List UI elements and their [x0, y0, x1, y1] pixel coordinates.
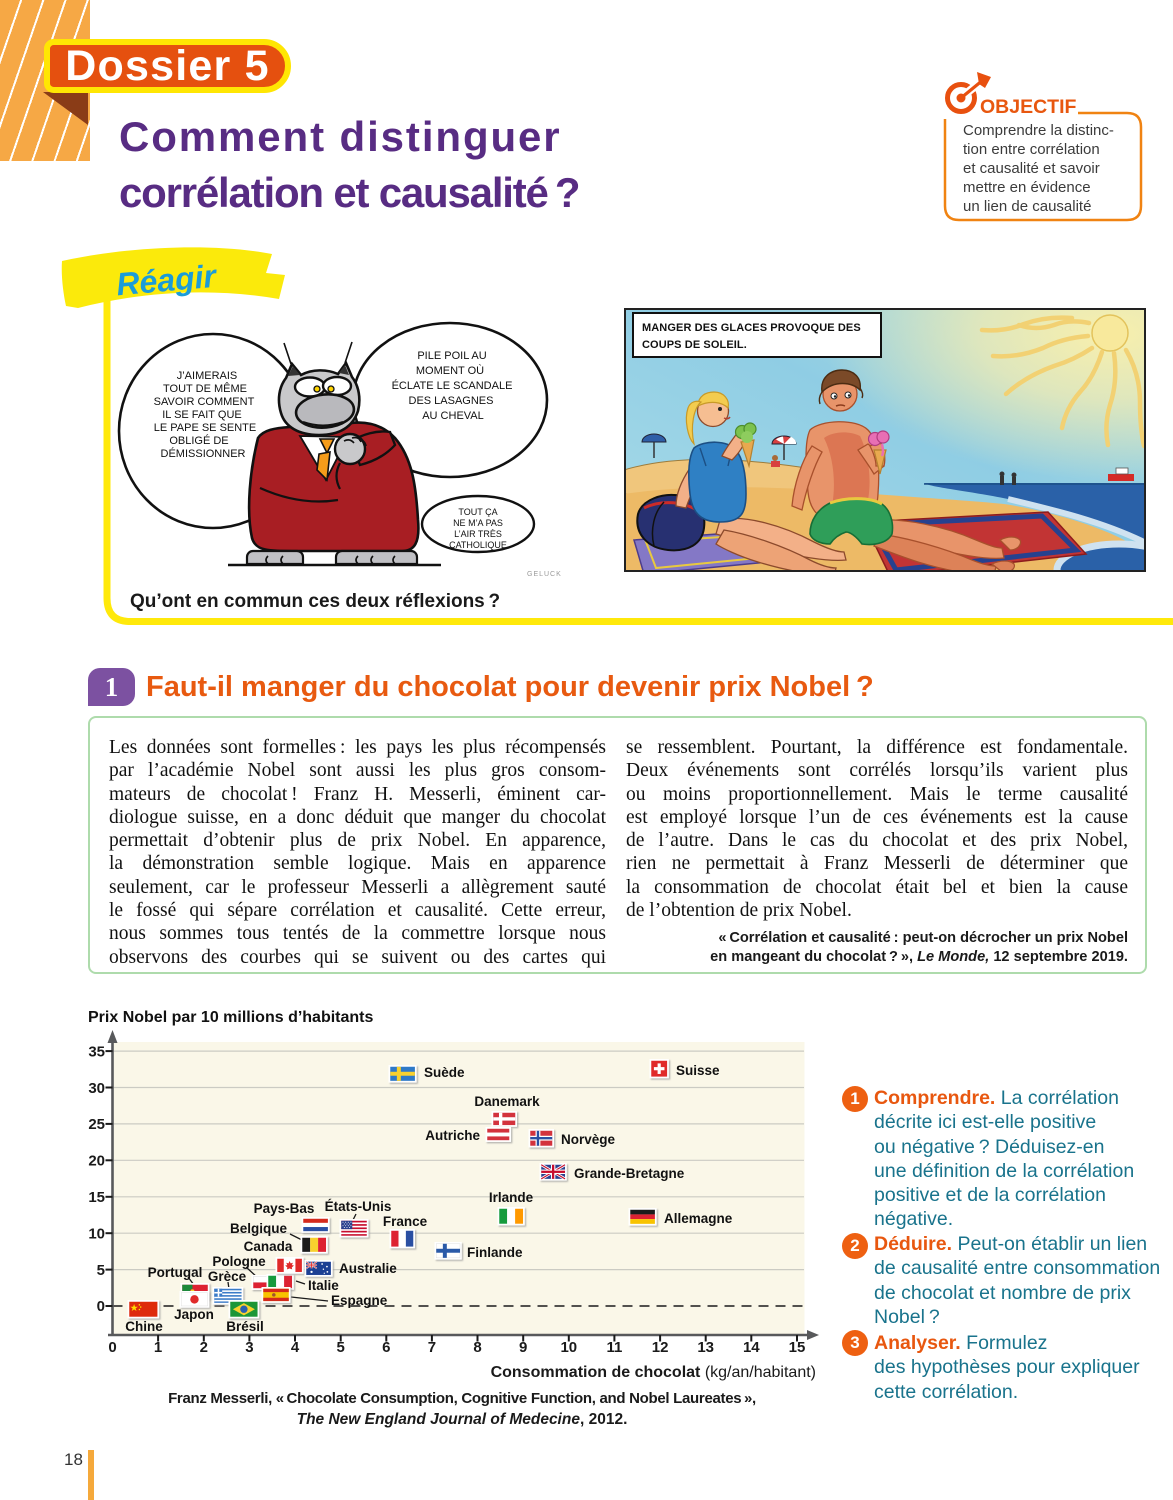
svg-text:France: France: [383, 1214, 428, 1229]
svg-text:COUPS DE SOLEIL.: COUPS DE SOLEIL.: [642, 339, 747, 351]
svg-text:Consommation de chocolat (kg/a: Consommation de chocolat (kg/an/habitant…: [491, 1364, 816, 1381]
svg-text:Grèce: Grèce: [208, 1269, 247, 1284]
svg-text:35: 35: [88, 1044, 105, 1061]
svg-text:11: 11: [606, 1339, 622, 1356]
svg-text:MANGER DES GLACES PROVOQUE DES: MANGER DES GLACES PROVOQUE DES: [642, 322, 861, 334]
svg-text:États-Unis: États-Unis: [325, 1199, 392, 1214]
svg-text:7: 7: [428, 1339, 436, 1356]
svg-text:9: 9: [519, 1339, 527, 1356]
svg-text:Canada: Canada: [244, 1239, 293, 1254]
svg-text:DES LASAGNES: DES LASAGNES: [409, 395, 494, 407]
svg-text:12: 12: [652, 1339, 669, 1356]
svg-text:0: 0: [97, 1298, 105, 1315]
svg-text:15: 15: [789, 1339, 806, 1356]
svg-text:15: 15: [88, 1189, 105, 1206]
svg-text:8: 8: [473, 1339, 481, 1356]
svg-text:4: 4: [291, 1339, 300, 1356]
svg-text:Franz Messerli, « Chocolate Co: Franz Messerli, « Chocolate Consumption,…: [168, 1390, 756, 1407]
svg-text:Italie: Italie: [308, 1278, 339, 1293]
svg-text:TOUT ÇA: TOUT ÇA: [458, 507, 497, 517]
svg-text:10: 10: [88, 1226, 105, 1243]
svg-text:Prix Nobel par 10 millions d’h: Prix Nobel par 10 millions d’habitants: [88, 1009, 374, 1026]
svg-text:25: 25: [88, 1116, 105, 1133]
svg-text:GELUCK: GELUCK: [527, 571, 562, 578]
svg-text:Finlande: Finlande: [467, 1245, 523, 1260]
svg-text:Belgique: Belgique: [230, 1221, 287, 1236]
svg-text:5: 5: [97, 1262, 105, 1279]
svg-text:PILE POIL AU: PILE POIL AU: [417, 350, 486, 362]
svg-text:6: 6: [382, 1339, 390, 1356]
svg-text:1: 1: [154, 1339, 162, 1356]
svg-text:Allemagne: Allemagne: [664, 1211, 733, 1226]
svg-text:Suisse: Suisse: [676, 1063, 720, 1078]
svg-text:13: 13: [697, 1339, 714, 1356]
svg-text:Réagir: Réagir: [115, 258, 219, 303]
svg-text:30: 30: [88, 1080, 105, 1097]
svg-text:Japon: Japon: [174, 1307, 214, 1322]
svg-text:5: 5: [337, 1339, 345, 1356]
svg-text:CATHOLIQUE: CATHOLIQUE: [449, 540, 507, 550]
svg-text:Norvège: Norvège: [561, 1132, 616, 1147]
svg-text:20: 20: [88, 1153, 105, 1170]
svg-text:Irlande: Irlande: [489, 1190, 534, 1205]
svg-text:SAVOIR COMMENT: SAVOIR COMMENT: [154, 396, 255, 408]
svg-text:MOMENT OÙ: MOMENT OÙ: [416, 364, 484, 377]
svg-text:3: 3: [245, 1339, 253, 1356]
svg-text:Portugal: Portugal: [148, 1265, 203, 1280]
svg-text:Danemark: Danemark: [474, 1094, 540, 1109]
svg-text:Grande-Bretagne: Grande-Bretagne: [574, 1166, 685, 1181]
svg-text:10: 10: [560, 1339, 577, 1356]
svg-text:Autriche: Autriche: [425, 1128, 480, 1143]
svg-text:Australie: Australie: [339, 1261, 397, 1276]
svg-text:DÉMISSIONNER: DÉMISSIONNER: [161, 447, 246, 460]
svg-text:14: 14: [743, 1339, 760, 1356]
svg-text:AU CHEVAL: AU CHEVAL: [422, 410, 484, 422]
svg-text:Brésil: Brésil: [226, 1319, 264, 1334]
svg-text:The New England Journal of Med: The New England Journal of Medecine, 201…: [297, 1411, 628, 1428]
svg-text:OBLIGÉ DE: OBLIGÉ DE: [169, 434, 228, 447]
svg-text:Pologne: Pologne: [212, 1254, 266, 1269]
svg-text:Suède: Suède: [424, 1065, 465, 1080]
svg-text:Chine: Chine: [125, 1319, 163, 1334]
svg-text:ÉCLATE LE SCANDALE: ÉCLATE LE SCANDALE: [392, 379, 513, 392]
svg-text:L’AIR TRÈS: L’AIR TRÈS: [454, 529, 502, 539]
svg-text:NE M’A PAS: NE M’A PAS: [453, 518, 503, 528]
svg-text:2: 2: [200, 1339, 208, 1356]
svg-text:Espagne: Espagne: [331, 1293, 388, 1308]
svg-text:IL SE FAIT QUE: IL SE FAIT QUE: [162, 409, 241, 421]
svg-text:LE PAPE SE SENTE: LE PAPE SE SENTE: [154, 422, 257, 434]
svg-text:0: 0: [108, 1339, 116, 1356]
svg-text:J’AIMERAIS: J’AIMERAIS: [177, 370, 238, 382]
svg-text:TOUT DE MÊME: TOUT DE MÊME: [163, 382, 247, 395]
svg-text:Pays-Bas: Pays-Bas: [254, 1201, 315, 1216]
